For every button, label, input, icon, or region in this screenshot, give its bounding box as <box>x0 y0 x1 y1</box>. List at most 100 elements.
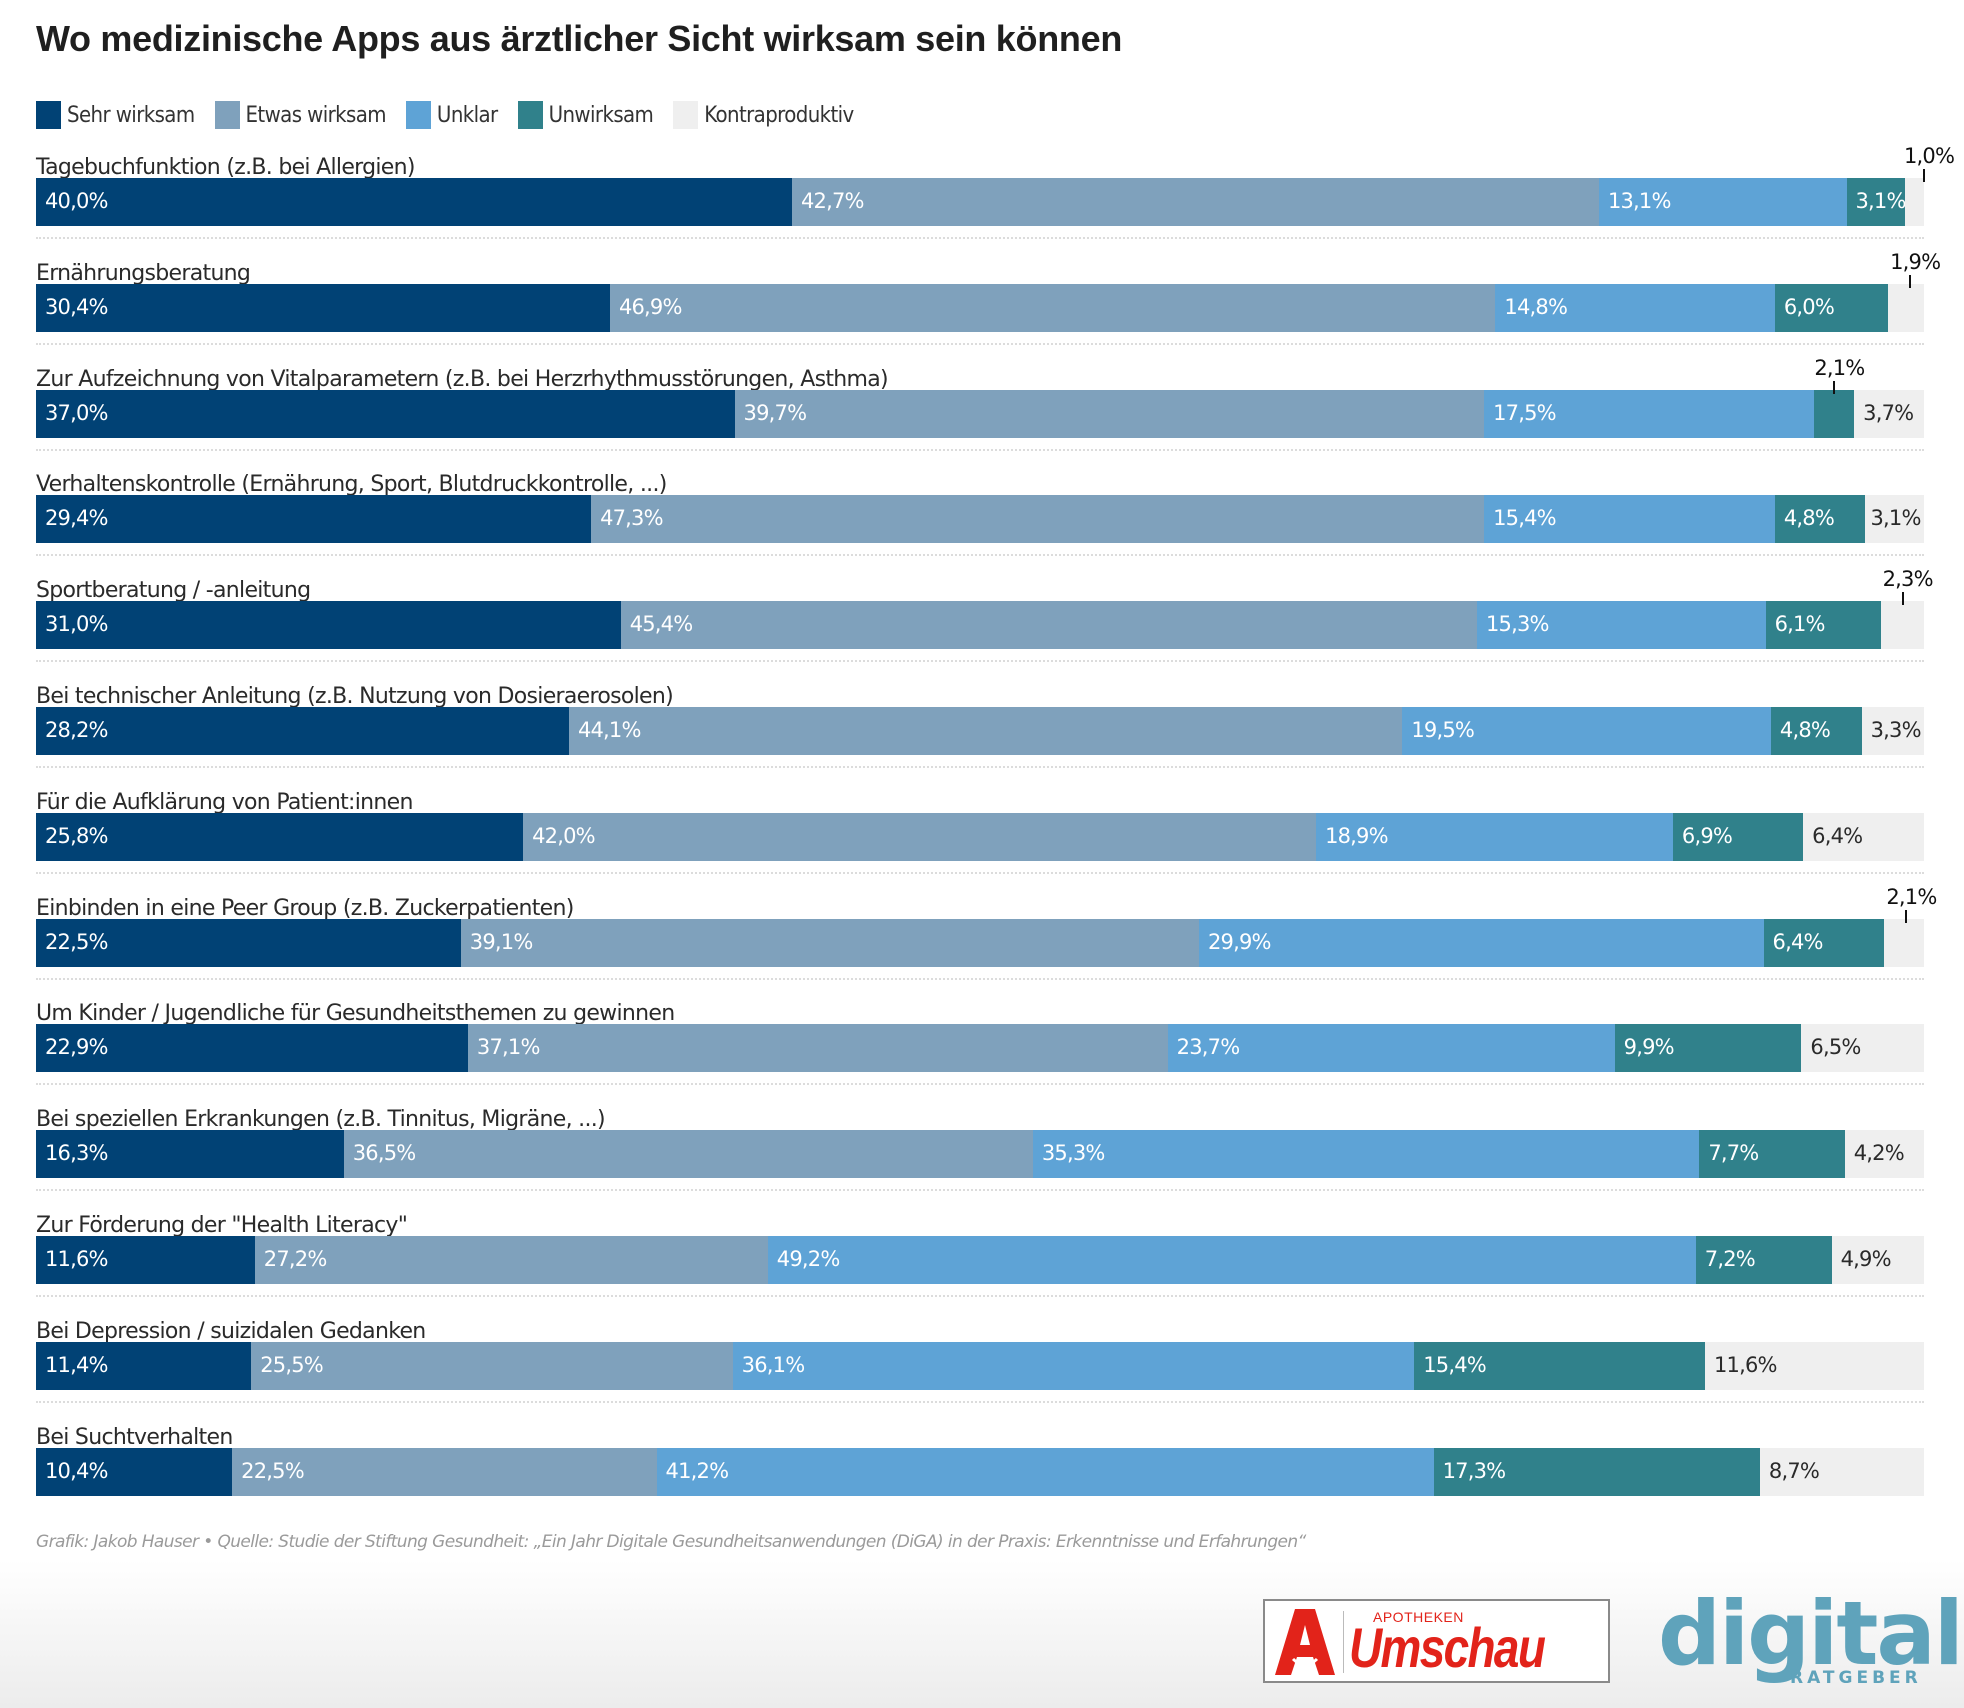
legend-item: Etwas wirksam <box>214 101 387 129</box>
bar-row: Bei Depression / suizidalen Gedanken 11,4… <box>36 1319 1924 1425</box>
data-label: 14,8% <box>1504 294 1568 319</box>
source-credit: Grafik: Jakob Hauser • Quelle: Studie de… <box>36 1532 1306 1552</box>
bar-segment-sehr-wirksam: 37,0% <box>36 389 735 438</box>
bar-segment-kontraproduktiv: 8,7% <box>1759 1447 1924 1496</box>
bar-segment-etwas-wirksam: 39,7% <box>734 389 1485 438</box>
data-label: 6,0% <box>1783 294 1835 319</box>
legend-swatch <box>214 101 240 129</box>
category-label: Bei technischer Anleitung (z.B. Nutzung … <box>36 684 674 709</box>
bar-row: Bei technischer Anleitung (z.B. Nutzung … <box>36 684 1924 790</box>
stacked-bar: 16,3% 36,5% 35,3% 7,7% 4,2% <box>36 1130 1924 1179</box>
data-label: 3,3% <box>1870 718 1922 742</box>
bar-row: Zur Förderung der "Health Literacy" 11,6%… <box>36 1213 1924 1319</box>
row-separator <box>36 1295 1924 1297</box>
bar-segment-etwas-wirksam: 22,5% <box>232 1447 657 1496</box>
bar-segment-unklar: 17,5% <box>1484 389 1815 438</box>
bar-segment-etwas-wirksam: 44,1% <box>568 707 1403 755</box>
bar-segment-kontraproduktiv: 11,6% <box>1704 1341 1924 1390</box>
legend-label: Kontraproduktiv <box>704 102 854 128</box>
data-label: 7,2% <box>1704 1247 1756 1271</box>
bar-segment-sehr-wirksam: 25,8% <box>36 812 524 861</box>
bar-segment-etwas-wirksam: 37,1% <box>467 1024 1168 1073</box>
bar-segment-unwirksam: 2,1% <box>1814 356 1865 438</box>
legend-label: Unwirksam <box>548 102 654 128</box>
bar-segment-kontraproduktiv: 3,3% <box>1861 707 1924 755</box>
data-label: 6,1% <box>1774 612 1826 637</box>
legend-label: Sehr wirksam <box>67 102 195 128</box>
data-label: 3,1% <box>1855 189 1907 213</box>
data-label: 37,0% <box>45 400 109 425</box>
row-separator <box>36 977 1924 980</box>
bar-segment-kontraproduktiv: 2,1% <box>1884 885 1937 967</box>
stacked-bar: 11,6% 27,2% 49,2% 7,2% 4,9% <box>36 1236 1924 1284</box>
bar-segment-kontraproduktiv: 6,4% <box>1803 812 1924 861</box>
logo-divider <box>1343 1611 1344 1673</box>
chart-title: Wo medizinische Apps aus ärztlicher Sich… <box>36 18 1123 59</box>
legend-item: Unwirksam <box>517 101 654 129</box>
stacked-bar: 25,8% 42,0% 18,9% 6,9% 6,4% <box>36 812 1924 861</box>
row-separator <box>36 1189 1924 1192</box>
category-label: Bei Suchtverhalten <box>36 1424 233 1450</box>
bar-segment-kontraproduktiv: 1,0% <box>1904 144 1955 226</box>
bar-segment-unwirksam: 15,4% <box>1414 1341 1705 1390</box>
bar-segment-unklar: 36,1% <box>732 1341 1415 1390</box>
bar-row: Einbinden in eine Peer Group (z.B. Zucke… <box>36 885 1937 1002</box>
bar-segment-unwirksam: 4,8% <box>1774 495 1866 544</box>
data-label: 49,2% <box>776 1247 841 1271</box>
data-label: 9,9% <box>1623 1035 1675 1060</box>
callout-tick <box>1909 274 1912 288</box>
digital-ratgeber-logo[interactable]: digital RATGEBER <box>1658 1582 1964 1690</box>
bar-segment-sehr-wirksam: 11,4% <box>36 1341 252 1390</box>
bar-segment-etwas-wirksam: 27,2% <box>254 1236 768 1284</box>
data-label: 35,3% <box>1041 1141 1106 1166</box>
bar-segment-unwirksam: 7,7% <box>1699 1130 1845 1179</box>
bar-segment-unklar: 18,9% <box>1316 812 1673 861</box>
bar-segment-kontraproduktiv: 3,1% <box>1865 495 1924 544</box>
category-label: Sportberatung / -anleitung <box>36 578 311 604</box>
data-label: 8,7% <box>1768 1458 1820 1483</box>
stacked-bar: 30,4% 46,9% 14,8% 6,0% 1,9% <box>36 250 1941 332</box>
category-label: Bei speziellen Erkrankungen (z.B. Tinnit… <box>36 1107 606 1133</box>
legend-swatch <box>405 101 431 129</box>
bar-segment-kontraproduktiv: 4,2% <box>1844 1130 1924 1179</box>
data-label: 1,0% <box>1904 144 1955 168</box>
category-label: Für die Aufklärung von Patient:innen <box>36 789 413 815</box>
data-label: 25,5% <box>260 1352 324 1377</box>
stacked-bar: 22,9% 37,1% 23,7% 9,9% 6,5% <box>36 1024 1924 1073</box>
bar-segment-sehr-wirksam: 22,9% <box>36 1024 468 1073</box>
callout-tick <box>1833 380 1836 394</box>
legend-item: Sehr wirksam <box>36 101 195 129</box>
bar-segment-sehr-wirksam: 31,0% <box>36 601 621 650</box>
bar-segment-kontraproduktiv: 6,5% <box>1801 1024 1924 1073</box>
bar-segment-unklar: 23,7% <box>1167 1024 1615 1073</box>
bar-segment-etwas-wirksam: 42,7% <box>791 178 1599 226</box>
bar-segment-etwas-wirksam: 39,1% <box>460 918 1199 967</box>
data-label: 11,6% <box>45 1247 109 1271</box>
callout-tick <box>1901 592 1904 606</box>
data-label: 28,2% <box>45 718 109 742</box>
category-label: Zur Aufzeichnung von Vitalparametern (z.… <box>36 366 889 392</box>
bar-segment-sehr-wirksam: 10,4% <box>36 1447 233 1496</box>
bar-segment-sehr-wirksam: 16,3% <box>36 1130 344 1179</box>
bar-segment-kontraproduktiv: 3,7% <box>1854 389 1924 438</box>
data-label: 42,7% <box>800 189 865 213</box>
data-label: 19,5% <box>1411 718 1475 742</box>
logo-apotheken-text: APOTHEKEN <box>1373 1609 1464 1625</box>
bar-segment-unwirksam: 7,2% <box>1695 1236 1832 1284</box>
category-label: Tagebuchfunktion (z.B. bei Allergien) <box>36 155 415 180</box>
logo-ratgeber-text: RATGEBER <box>1790 1668 1922 1688</box>
stacked-bar: 22,5% 39,1% 29,9% 6,4% 2,1% <box>36 885 1937 967</box>
bar-segment-sehr-wirksam: 40,0% <box>36 178 792 226</box>
data-label: 36,1% <box>741 1352 806 1377</box>
data-label: 42,0% <box>532 823 596 848</box>
data-label: 11,4% <box>45 1352 109 1377</box>
bar-row: Zur Aufzeichnung von Vitalparametern (z.… <box>36 356 1924 473</box>
bar-segment-unwirksam: 9,9% <box>1614 1024 1802 1073</box>
row-separator <box>36 1083 1924 1086</box>
row-separator <box>36 1400 1924 1403</box>
data-label: 45,4% <box>629 612 694 637</box>
apotheken-umschau-logo[interactable]: APOTHEKEN Umschau <box>1263 1599 1610 1683</box>
data-label: 2,1% <box>1814 355 1865 380</box>
category-label: Um Kinder / Jugendliche für Gesundheitst… <box>36 1001 675 1027</box>
data-label: 10,4% <box>45 1458 109 1483</box>
